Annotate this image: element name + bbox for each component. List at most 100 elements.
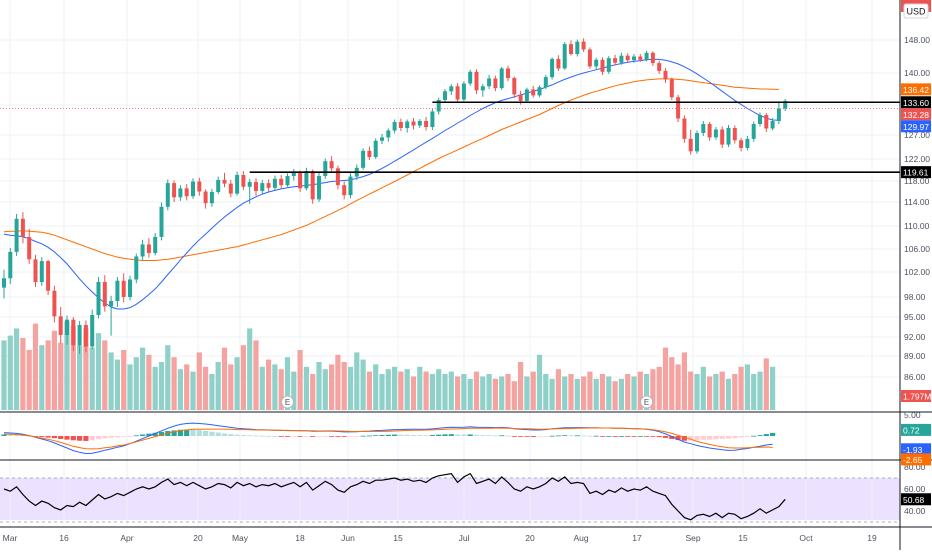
volume-bar bbox=[770, 366, 776, 410]
price-tick-label: 95.00 bbox=[904, 312, 926, 322]
candle bbox=[317, 172, 321, 202]
volume-bar bbox=[568, 374, 574, 410]
candle bbox=[178, 185, 183, 201]
candle bbox=[46, 259, 51, 296]
earnings-marker[interactable]: E bbox=[281, 395, 294, 409]
macd-value-label-text: -2.65 bbox=[903, 455, 923, 465]
currency-badge[interactable]: USD bbox=[903, 3, 929, 19]
macd-histogram-bar bbox=[770, 432, 776, 436]
candle-body bbox=[134, 256, 139, 280]
macd-histogram-bar bbox=[486, 435, 492, 437]
price-value-label-text: 129.97 bbox=[903, 122, 929, 132]
x-tick-label: May bbox=[232, 533, 249, 543]
candle-body bbox=[361, 150, 366, 168]
price-value-label-bg bbox=[901, 120, 931, 133]
candle bbox=[115, 277, 120, 307]
candle bbox=[638, 54, 643, 62]
candle bbox=[543, 74, 548, 89]
volume-bar bbox=[171, 357, 177, 410]
rsi-tick-label: 80.00 bbox=[904, 462, 926, 472]
candle-body bbox=[373, 140, 378, 158]
candle bbox=[216, 176, 221, 195]
candle-body bbox=[436, 99, 441, 112]
volume-bar bbox=[751, 374, 757, 410]
macd-histogram-bar bbox=[7, 434, 13, 436]
macd-histogram-bar bbox=[662, 436, 669, 438]
macd-histogram-bar bbox=[127, 436, 133, 437]
volume-bar bbox=[612, 381, 618, 410]
candle-body bbox=[587, 49, 592, 67]
volume-bar bbox=[662, 347, 669, 410]
candle bbox=[323, 158, 328, 179]
volume-bar bbox=[240, 345, 246, 410]
macd-histogram-bar bbox=[379, 435, 385, 436]
volume-bar bbox=[593, 378, 599, 410]
macd-histogram-bar bbox=[404, 434, 410, 436]
candle-body bbox=[172, 183, 177, 198]
candle bbox=[65, 315, 69, 345]
candle bbox=[480, 83, 485, 97]
volume-bar bbox=[32, 323, 39, 410]
price-value-label: 132.28 bbox=[901, 108, 931, 121]
macd-histogram-bar bbox=[536, 436, 543, 437]
candle bbox=[443, 89, 447, 103]
candle bbox=[398, 118, 403, 131]
candle bbox=[134, 253, 139, 284]
macd-histogram-bar bbox=[681, 436, 687, 441]
candle bbox=[228, 179, 233, 198]
axis-layer: 148.00140.00133.00127.00122.00118.00114.… bbox=[3, 35, 931, 543]
macd-value-label: 0.72 bbox=[901, 423, 931, 436]
rsi-tick-label: 40.00 bbox=[904, 506, 926, 516]
macd-histogram-bar bbox=[499, 435, 505, 437]
rsi-value-label-bg bbox=[901, 493, 931, 506]
candle bbox=[537, 85, 542, 98]
macd-value-label-bg bbox=[901, 423, 931, 436]
x-tick-label: 19 bbox=[867, 533, 877, 543]
rsi-value-label: 50.68 bbox=[901, 493, 931, 506]
candle-body bbox=[304, 171, 309, 189]
candle bbox=[707, 122, 712, 141]
macd-histogram-bar bbox=[272, 436, 278, 437]
volume-bar bbox=[234, 357, 240, 410]
earnings-marker[interactable]: E bbox=[640, 395, 654, 409]
x-tick-label: Aug bbox=[573, 533, 588, 543]
candle bbox=[90, 309, 95, 350]
candle-body bbox=[506, 68, 510, 79]
candle bbox=[424, 117, 429, 131]
macd-histogram-bar bbox=[606, 436, 612, 437]
macd-histogram-bar bbox=[744, 436, 750, 437]
candle bbox=[266, 179, 271, 192]
volume-bar bbox=[316, 362, 322, 410]
candle bbox=[254, 178, 258, 196]
candle bbox=[203, 189, 208, 209]
candle-body bbox=[512, 78, 517, 95]
price-value-label-text: 132.28 bbox=[903, 110, 929, 120]
candle-body bbox=[524, 89, 529, 101]
candle-body bbox=[184, 188, 189, 197]
ma50-line bbox=[3, 78, 779, 261]
volume-bar bbox=[45, 340, 51, 410]
volume-bar bbox=[669, 357, 675, 410]
macd-histogram-bar bbox=[83, 436, 89, 441]
macd-histogram-bar bbox=[284, 436, 291, 437]
volume-bar bbox=[366, 371, 372, 410]
volume-bar bbox=[177, 369, 183, 410]
price-value-label: 119.61 bbox=[901, 166, 931, 179]
candle bbox=[298, 170, 303, 193]
volume-bar bbox=[373, 364, 379, 410]
macd-histogram-bar bbox=[461, 434, 467, 436]
volume-bar bbox=[656, 366, 662, 410]
macd-histogram-bar bbox=[562, 435, 568, 437]
macd-histogram-bar bbox=[316, 436, 322, 437]
candle bbox=[247, 178, 252, 204]
macd-histogram-bar bbox=[492, 435, 498, 437]
volume-bar bbox=[127, 364, 133, 410]
volume-bar bbox=[492, 378, 498, 410]
candle-body bbox=[613, 58, 618, 63]
candle-body bbox=[695, 133, 699, 152]
price-tick-label: 118.00 bbox=[904, 176, 930, 186]
candle-body bbox=[121, 280, 126, 297]
volume-bar bbox=[429, 374, 435, 410]
candle bbox=[695, 130, 699, 154]
